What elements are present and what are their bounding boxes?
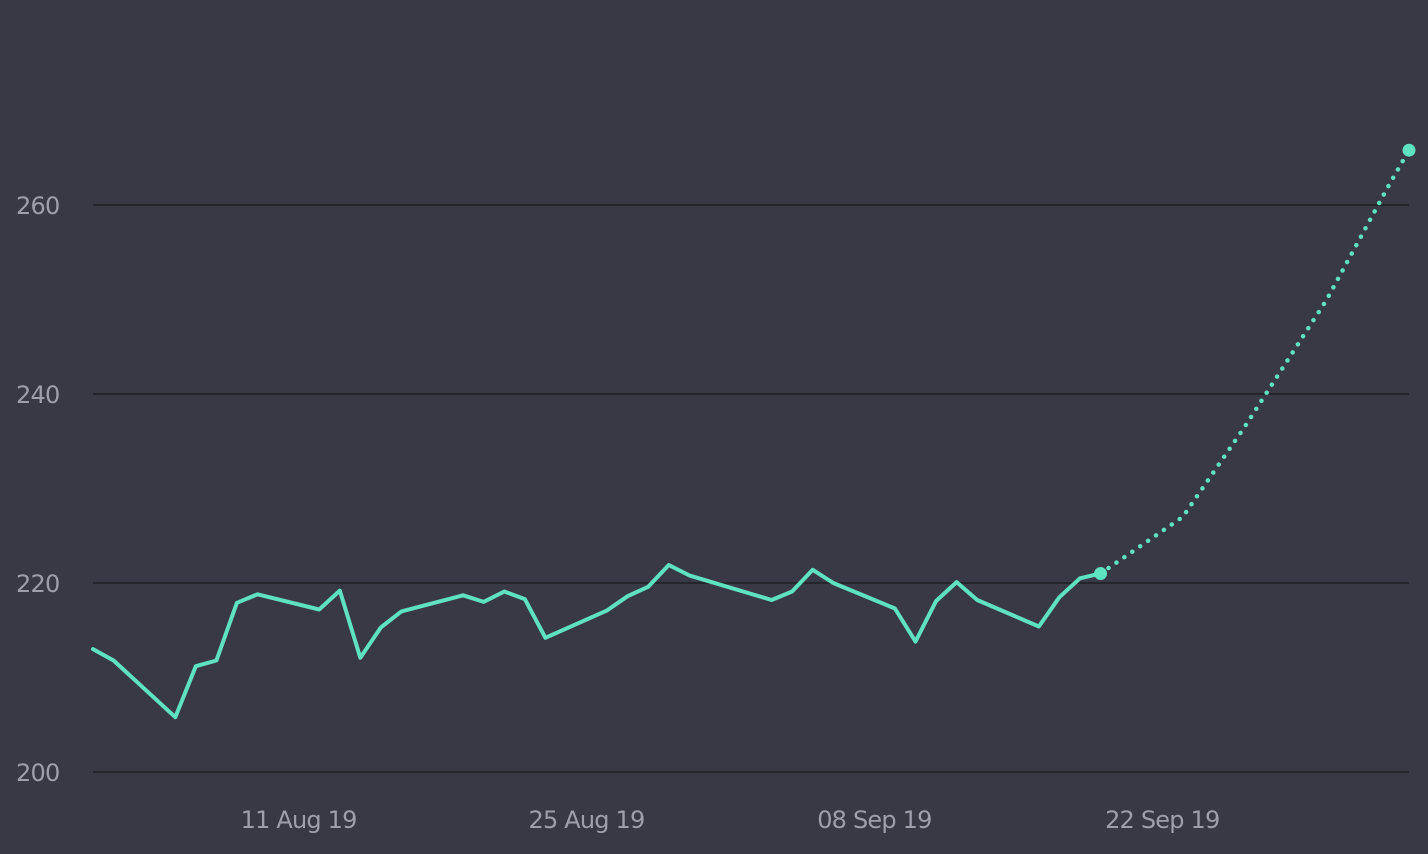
y-tick-label-240: 240 [16, 381, 59, 409]
x-tick-label-2019-09-08: 08 Sep 19 [817, 806, 931, 834]
x-tick-label-2019-09-22: 22 Sep 19 [1105, 806, 1219, 834]
series-layer [91, 143, 1416, 720]
x-tick-label-2019-08-25: 25 Aug 19 [529, 806, 645, 834]
x-axis-ticks: 11 Aug 19 25 Aug 19 08 Sep 19 22 Sep 19 [241, 806, 1221, 834]
x-tick-label-2019-08-11: 11 Aug 19 [241, 806, 357, 834]
y-tick-label-200: 200 [16, 759, 59, 787]
gridlines [93, 204, 1409, 773]
forecast-end-marker [1402, 143, 1416, 157]
forecast-start-marker [1094, 567, 1108, 581]
historical-series-line [91, 563, 1103, 720]
forecast-series-line [1098, 147, 1412, 576]
y-tick-label-260: 260 [16, 192, 59, 220]
y-axis-ticks: 200 220 240 260 [16, 192, 60, 787]
y-tick-label-220: 220 [16, 570, 59, 598]
